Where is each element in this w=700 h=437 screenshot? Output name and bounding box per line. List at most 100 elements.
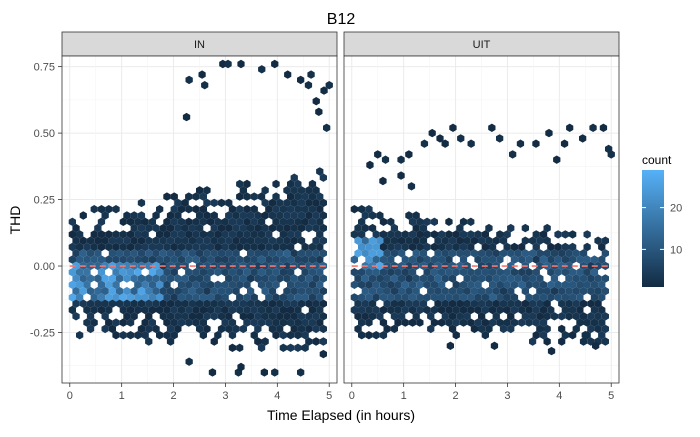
hexbin-cell: [323, 123, 331, 132]
hexbin-cell: [423, 305, 431, 315]
hexbin-cell: [419, 236, 428, 245]
hexbin-cell: [319, 198, 327, 208]
hexbin-cell: [308, 192, 317, 201]
hexbin-cell: [305, 198, 313, 208]
hexbin-cell: [550, 312, 559, 321]
hexbin-cell: [452, 242, 460, 252]
hexbin-cell: [232, 299, 240, 308]
hexbin-cell: [445, 230, 453, 239]
hexbin-cell: [412, 286, 420, 296]
hexbin-cell: [312, 223, 320, 233]
hexbin-cell: [387, 293, 395, 302]
hexbin-cell: [481, 293, 489, 302]
hexbin-cell: [239, 312, 247, 321]
hexbin-cell: [272, 280, 280, 289]
hexbin-cell: [236, 255, 244, 264]
hexbin-cell: [279, 268, 287, 277]
hexbin-cell: [492, 236, 500, 245]
hexbin-cell: [166, 249, 175, 258]
hexbin-cell: [598, 305, 606, 315]
hexbin-cell: [481, 230, 489, 239]
hexbin-cell: [174, 274, 182, 283]
x-tick-label: 0: [349, 390, 355, 402]
hexbin-cell: [254, 324, 262, 334]
hexbin-cell: [76, 242, 84, 252]
hexbin-cell: [170, 268, 178, 277]
hexbin-cell: [448, 286, 457, 296]
hexbin-cell: [271, 59, 279, 69]
hexbin-cell: [108, 236, 116, 245]
facet-panel: UIT 0 1 2 3 4 5: [343, 31, 620, 402]
hexbin-cell: [181, 249, 189, 258]
hexbin-cell: [305, 211, 313, 220]
hexbin-cell: [159, 286, 167, 296]
hexbin-cell: [126, 331, 135, 340]
hexbin-cell: [192, 280, 200, 289]
hexbin-cell: [525, 268, 533, 277]
hexbin-cell: [350, 255, 358, 264]
hexbin-cell: [152, 299, 160, 308]
hexbin-cell: [354, 223, 362, 233]
hexbin-cell: [354, 324, 362, 334]
hexbin-cell: [376, 249, 384, 258]
hexbin-cell: [405, 211, 413, 220]
hexbin-cell: [221, 280, 229, 289]
hexbin-cell: [576, 293, 584, 302]
hexbin-cell: [587, 274, 595, 283]
hexbin-cell: [376, 261, 384, 271]
hexbin-cell: [358, 230, 366, 239]
colorbar-ticks: 10 20: [642, 203, 682, 256]
hexbin-cell: [312, 236, 320, 245]
hexbin-cell: [430, 242, 438, 252]
hexbin-cell: [221, 217, 229, 226]
hexbin-cell: [598, 293, 606, 302]
hexbin-cell: [390, 223, 398, 233]
hexbin-cell: [294, 280, 302, 289]
hexbin-cell: [376, 236, 384, 245]
hexbin-cell: [554, 255, 562, 264]
hexbin-cell: [366, 160, 374, 170]
hexbin-cell: [145, 299, 153, 308]
hexbin-cell: [376, 286, 384, 296]
hexbin-cell: [272, 268, 280, 277]
hexbin-cell: [257, 318, 266, 327]
hexbin-cell: [166, 236, 175, 245]
hexbin-cell: [232, 249, 240, 258]
hexbin-cell: [319, 312, 327, 321]
hexbin-cell: [261, 211, 269, 220]
hexbin-cell: [305, 274, 313, 283]
hexbin-cell: [287, 205, 295, 214]
hexbin-cell: [394, 268, 402, 277]
hexbin-cell: [287, 268, 295, 277]
hexbin-cell: [261, 312, 269, 321]
hexbin-cell: [196, 324, 204, 334]
hexbin-cell: [521, 249, 529, 258]
hexbin-cell: [279, 255, 287, 264]
hexbin-cell: [547, 280, 555, 289]
hexbin-cell: [320, 86, 328, 95]
hexbin-cell: [72, 299, 80, 308]
x-tick-label: 2: [170, 390, 176, 402]
hexbin-cell: [420, 139, 429, 148]
hexbin-cell: [427, 261, 435, 271]
hexbin-cell: [112, 230, 120, 239]
hexbin-cell: [448, 249, 457, 258]
hexbin-cell: [430, 230, 438, 239]
hexbin-cell: [201, 81, 209, 90]
hexbin-cell: [221, 305, 229, 315]
hexbin-cell: [170, 255, 178, 264]
hexbin-cell: [123, 286, 131, 296]
hexbin-cell: [390, 324, 398, 334]
hexbin-cell: [254, 236, 262, 245]
hexbin-cell: [276, 223, 284, 233]
hexbin-cell: [558, 286, 566, 296]
hexbin-cell: [539, 255, 548, 264]
hexbin-cell: [372, 293, 380, 302]
hexbin-cell: [499, 236, 508, 245]
hexbin-cell: [427, 324, 435, 334]
hexbin-cell: [474, 305, 482, 315]
hexbin-cell: [294, 331, 302, 340]
hexbin-cell: [438, 280, 446, 289]
hexbin-cell: [312, 312, 320, 321]
hexbin-cell: [145, 236, 153, 245]
